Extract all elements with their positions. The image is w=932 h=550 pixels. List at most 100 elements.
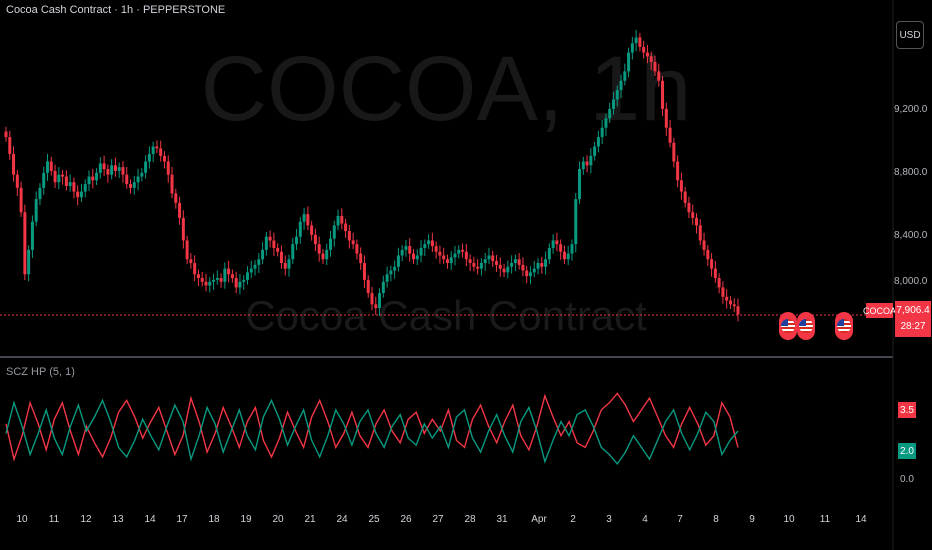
candle-body[interactable] (687, 202, 691, 213)
candle-body[interactable] (472, 262, 476, 267)
candle-body[interactable] (657, 71, 661, 81)
candle-body[interactable] (238, 281, 242, 288)
candle-body[interactable] (634, 37, 638, 44)
candle-body[interactable] (68, 182, 72, 186)
candle-body[interactable] (619, 80, 623, 91)
candle-body[interactable] (174, 193, 178, 203)
event-flag-icon[interactable] (779, 312, 797, 340)
candle-body[interactable] (19, 187, 23, 213)
candle-body[interactable] (449, 257, 453, 263)
candle-body[interactable] (457, 249, 461, 254)
candle-body[interactable] (649, 56, 653, 62)
candle-body[interactable] (608, 108, 612, 119)
candle-body[interactable] (623, 71, 627, 81)
candle-body[interactable] (113, 165, 117, 171)
candle-body[interactable] (532, 268, 536, 273)
indicator-green-line[interactable] (5, 398, 739, 466)
candle-body[interactable] (423, 244, 427, 248)
candle-body[interactable] (479, 262, 483, 269)
candle-body[interactable] (117, 167, 121, 171)
candle-body[interactable] (717, 278, 721, 288)
candle-body[interactable] (683, 191, 687, 203)
candle-body[interactable] (593, 146, 597, 156)
candle-body[interactable] (710, 259, 714, 269)
candle-body[interactable] (528, 272, 532, 277)
candle-body[interactable] (370, 293, 374, 305)
candle-body[interactable] (208, 281, 212, 286)
candle-body[interactable] (721, 287, 725, 297)
candle-body[interactable] (15, 174, 19, 188)
candle-body[interactable] (283, 262, 287, 269)
candle-body[interactable] (400, 249, 404, 256)
candle-body[interactable] (442, 255, 446, 260)
candle-body[interactable] (374, 304, 378, 309)
candle-body[interactable] (204, 281, 208, 286)
candle-body[interactable] (525, 270, 529, 277)
candle-body[interactable] (121, 167, 125, 175)
candle-body[interactable] (159, 148, 163, 156)
candle-body[interactable] (732, 304, 736, 307)
candle-body[interactable] (253, 264, 257, 269)
candle-body[interactable] (264, 236, 268, 250)
candle-body[interactable] (140, 172, 144, 177)
candle-body[interactable] (287, 259, 291, 269)
candle-body[interactable] (385, 274, 389, 282)
candle-body[interactable] (585, 161, 589, 166)
candle-body[interactable] (178, 202, 182, 218)
candle-body[interactable] (551, 240, 555, 248)
candle-body[interactable] (279, 251, 283, 263)
candle-body[interactable] (268, 236, 272, 241)
candle-body[interactable] (589, 155, 593, 166)
candle-body[interactable] (344, 223, 348, 232)
candle-body[interactable] (698, 225, 702, 241)
candle-body[interactable] (27, 249, 31, 275)
candle-body[interactable] (604, 118, 608, 128)
candle-body[interactable] (381, 281, 385, 294)
candle-body[interactable] (98, 163, 102, 173)
candle-body[interactable] (147, 154, 151, 162)
candle-body[interactable] (498, 264, 502, 269)
candle-body[interactable] (196, 274, 200, 279)
candle-body[interactable] (378, 293, 382, 309)
candle-body[interactable] (661, 80, 665, 109)
candle-body[interactable] (79, 191, 83, 198)
candle-body[interactable] (227, 268, 231, 275)
candle-body[interactable] (445, 259, 449, 263)
candle-body[interactable] (359, 253, 363, 263)
event-flag-icon[interactable] (835, 312, 853, 340)
candle-body[interactable] (215, 278, 219, 280)
candle-body[interactable] (510, 262, 514, 267)
candle-body[interactable] (83, 184, 87, 192)
candle-body[interactable] (566, 253, 570, 260)
candle-body[interactable] (53, 170, 57, 183)
candle-body[interactable] (600, 127, 604, 138)
candle-body[interactable] (170, 174, 174, 194)
candle-body[interactable] (691, 212, 695, 218)
candle-body[interactable] (12, 154, 16, 175)
candle-body[interactable] (638, 37, 642, 47)
candle-body[interactable] (4, 131, 8, 138)
candle-body[interactable] (151, 146, 155, 155)
symbol-title[interactable]: Cocoa Cash Contract · 1h · PEPPERSTONE (6, 4, 226, 16)
candle-body[interactable] (540, 262, 544, 267)
candle-body[interactable] (419, 247, 423, 256)
candle-body[interactable] (676, 161, 680, 181)
candle-body[interactable] (95, 172, 99, 181)
candle-body[interactable] (38, 187, 42, 200)
candle-body[interactable] (366, 279, 370, 294)
candle-body[interactable] (61, 174, 65, 177)
candle-body[interactable] (694, 217, 698, 226)
candle-body[interactable] (46, 161, 50, 173)
candle-body[interactable] (340, 216, 344, 224)
candle-body[interactable] (547, 247, 551, 260)
candle-body[interactable] (642, 46, 646, 53)
candle-body[interactable] (162, 155, 166, 162)
candle-body[interactable] (72, 182, 76, 192)
candle-body[interactable] (49, 161, 53, 171)
candle-body[interactable] (464, 251, 468, 260)
candle-body[interactable] (630, 43, 634, 53)
candle-body[interactable] (702, 240, 706, 250)
candle-body[interactable] (325, 249, 329, 260)
candle-body[interactable] (653, 61, 657, 72)
